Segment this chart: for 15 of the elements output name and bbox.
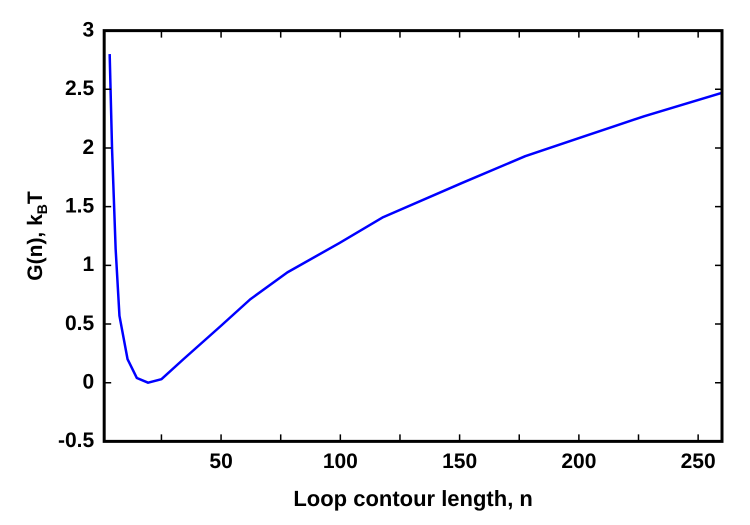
x-axis-title: Loop contour length, n <box>293 486 533 511</box>
y-tick-label: 0.5 <box>64 312 94 335</box>
x-tick-label: 50 <box>209 450 233 473</box>
y-tick-label: 2 <box>82 136 94 159</box>
y-tick-label: 2.5 <box>64 77 94 100</box>
y-tick-label: 1 <box>82 253 94 276</box>
x-tick-label: 100 <box>322 450 358 473</box>
y-tick-label: 3 <box>82 18 94 42</box>
y-tick-label: 0 <box>82 370 94 394</box>
x-tick-label: 150 <box>442 450 478 473</box>
y-tick-label: -0.5 <box>58 429 95 452</box>
y-tick-label: 1.5 <box>64 194 94 218</box>
x-tick-label: 250 <box>680 450 716 473</box>
x-tick-label: 200 <box>561 450 596 473</box>
y-axis-title: G(n), kBT <box>24 191 50 281</box>
